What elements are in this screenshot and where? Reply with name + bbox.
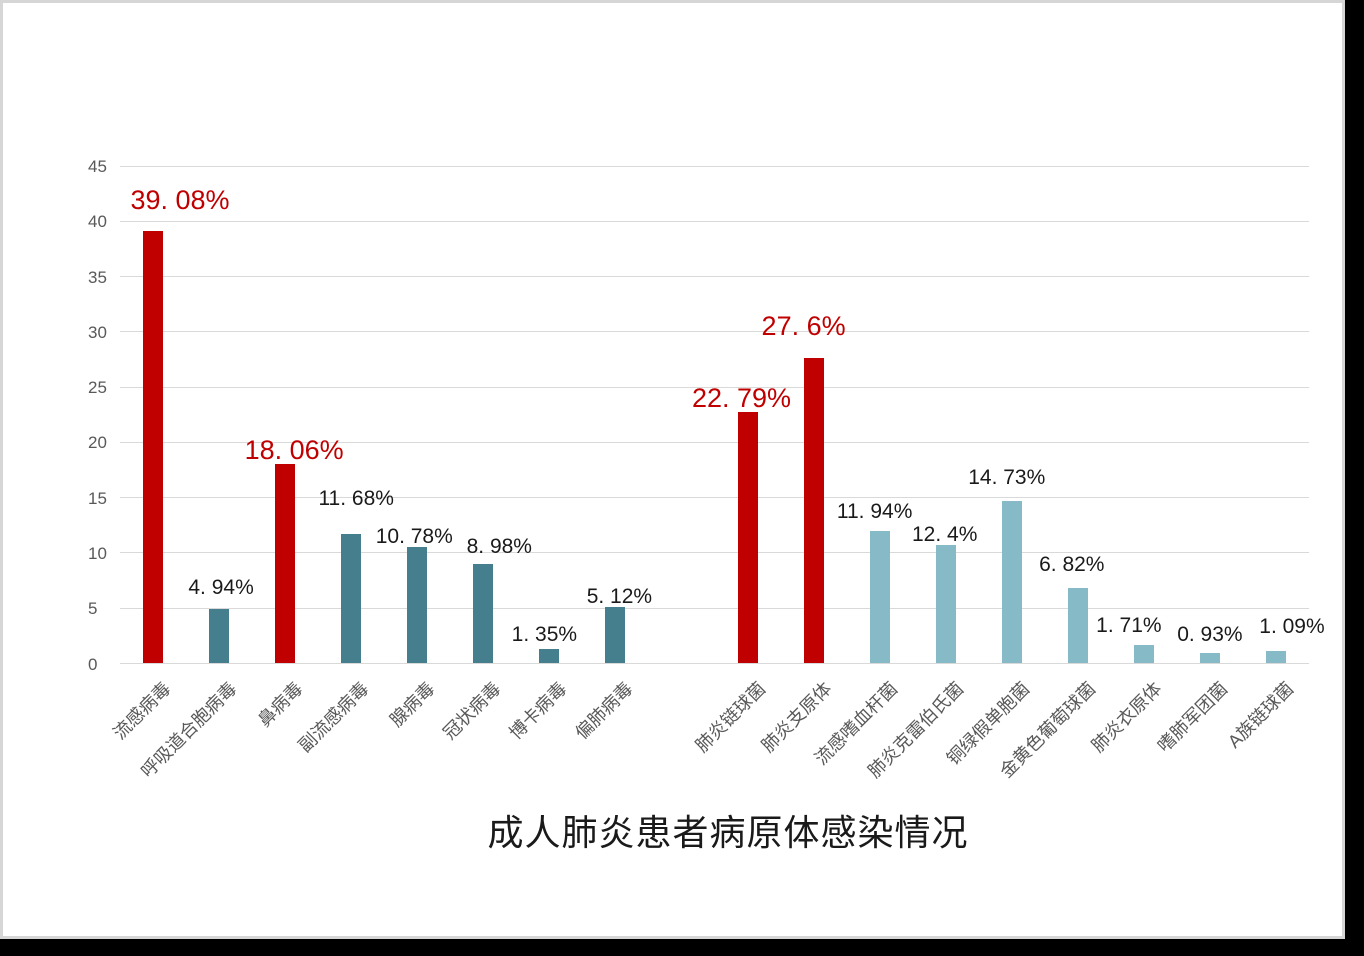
value-label: 27. 6% [761,311,846,342]
value-label: 10. 78% [373,525,455,549]
slide-card: 成人肺炎患者病原体感染情况 0 5 10 15 20 25 30 35 40 45 39. 08% 流… [0,0,1345,939]
bar-肺炎克雷伯氏菌 [935,526,956,664]
value-label: 12. 4% [909,523,980,547]
value-label: 1. 35% [511,622,578,646]
value-label: 39. 08% [130,185,230,216]
gridline-y-25 [120,386,1309,388]
y-tick-label: 10 [88,543,107,563]
y-tick-label: 35 [88,267,107,287]
y-tick-label: 20 [88,433,107,453]
chart-area: 成人肺炎患者病原体感染情况 0 5 10 15 20 25 30 35 40 45 39. 08% 流… [3,3,1342,936]
bar-腺病毒 [407,544,428,664]
value-label: 6. 82% [1039,553,1105,577]
y-tick-label: 25 [88,378,107,398]
y-tick-label: 45 [88,157,107,176]
bar-肺炎链球菌 [737,411,758,664]
gridline-y-10 [120,552,1309,554]
bar-呼吸道合胞病毒 [209,608,230,664]
gridline-y-5 [120,607,1309,609]
value-label: 11. 68% [318,487,394,511]
value-label: 4. 94% [188,575,254,599]
value-label: 0. 93% [1177,623,1243,647]
bar-铜绿假单胞菌 [1001,500,1022,664]
value-label: 14. 73% [968,465,1046,489]
bar-流感病毒 [143,231,164,664]
value-label: 18. 06% [244,434,344,465]
bar-A族链球菌 [1265,651,1286,664]
y-tick-label: 0 [88,654,98,674]
bar-肺炎支原体 [803,358,824,664]
gridline-y-30 [120,331,1309,333]
bar-嗜肺军团菌 [1199,653,1220,664]
bar-偏肺病毒 [605,606,626,664]
value-label: 1. 71% [1096,613,1162,637]
y-tick-label: 5 [88,599,98,619]
y-tick-label: 15 [88,488,107,508]
gridline-y-40 [120,220,1309,222]
value-label: 22. 79% [691,382,792,413]
value-label: 8. 98% [466,535,532,559]
bar-肺炎衣原体 [1133,644,1154,664]
bar-副流感病毒 [341,534,362,664]
y-tick-label: 40 [88,212,107,232]
value-label: 11. 94% [836,500,913,524]
gridline-y-35 [120,276,1309,278]
bar-金黄色葡萄球菌 [1067,588,1088,664]
bar-冠状病毒 [473,564,494,664]
gridline-y-0 [120,663,1309,664]
bar-博卡病毒 [539,648,560,664]
bar-流感嗜血杆菌 [869,531,890,664]
value-label: 1. 09% [1259,615,1325,639]
y-tick-label: 30 [88,322,107,342]
gridline-y-15 [120,497,1309,499]
gridline-y-45 [120,165,1309,167]
chart-title: 成人肺炎患者病原体感染情况 [487,812,969,853]
bar-鼻病毒 [275,463,296,664]
value-label: 5. 12% [586,584,653,608]
gridline-y-20 [120,441,1309,443]
